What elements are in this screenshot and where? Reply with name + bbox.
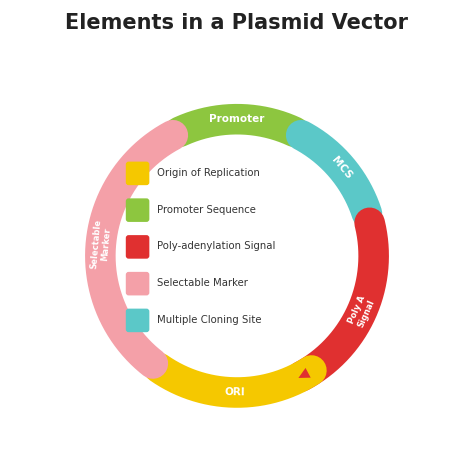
Text: MCS: MCS	[329, 155, 354, 181]
FancyBboxPatch shape	[126, 235, 149, 259]
FancyBboxPatch shape	[126, 272, 149, 295]
Text: Promoter Sequence: Promoter Sequence	[157, 205, 256, 215]
FancyBboxPatch shape	[126, 198, 149, 222]
Text: Promoter: Promoter	[210, 114, 264, 124]
Text: Poly-adenylation Signal: Poly-adenylation Signal	[157, 241, 275, 251]
Text: Elements in a Plasmid Vector: Elements in a Plasmid Vector	[65, 13, 409, 33]
FancyBboxPatch shape	[126, 162, 149, 185]
Text: Selectable
Marker: Selectable Marker	[89, 218, 113, 270]
Text: ORI: ORI	[224, 387, 245, 398]
Text: Selectable Marker: Selectable Marker	[157, 278, 248, 288]
FancyBboxPatch shape	[126, 309, 149, 332]
Text: Origin of Replication: Origin of Replication	[157, 168, 260, 178]
Text: Multiple Cloning Site: Multiple Cloning Site	[157, 315, 261, 325]
Text: Poly A
Signal: Poly A Signal	[347, 294, 377, 329]
